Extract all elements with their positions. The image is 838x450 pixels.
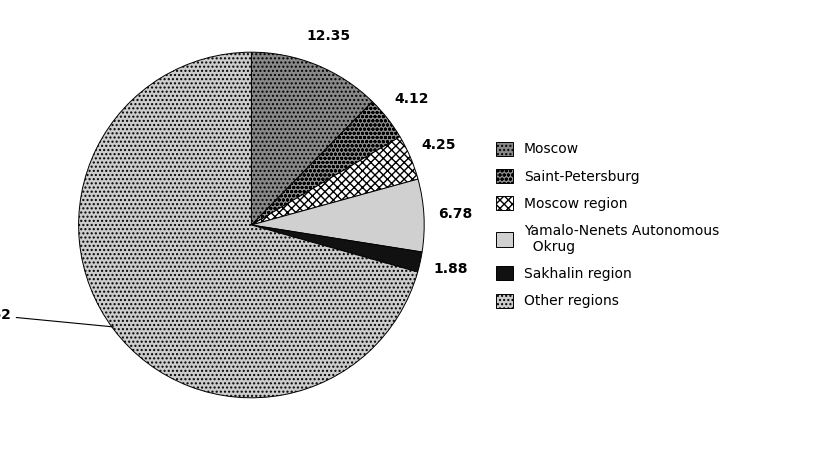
- Text: 70.62: 70.62: [0, 308, 114, 327]
- Wedge shape: [79, 52, 417, 398]
- Legend: Moscow, Saint-Petersburg, Moscow region, Yamalo-Nenets Autonomous
  Okrug, Sakha: Moscow, Saint-Petersburg, Moscow region,…: [496, 142, 719, 308]
- Wedge shape: [251, 225, 422, 272]
- Text: 12.35: 12.35: [307, 29, 350, 43]
- Wedge shape: [251, 102, 400, 225]
- Wedge shape: [251, 179, 424, 252]
- Text: 4.12: 4.12: [395, 92, 429, 106]
- Text: 1.88: 1.88: [433, 262, 468, 276]
- Text: 4.25: 4.25: [422, 138, 456, 152]
- Wedge shape: [251, 52, 372, 225]
- Text: 6.78: 6.78: [438, 207, 472, 220]
- Wedge shape: [251, 137, 418, 225]
